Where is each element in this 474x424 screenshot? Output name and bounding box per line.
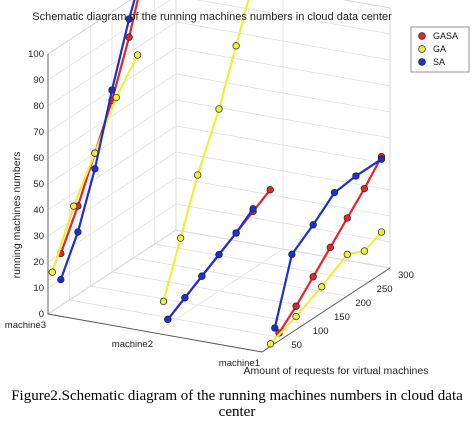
data-point-sa [181,294,189,302]
data-point-sa [330,188,339,197]
chart-3d-line: 0 10 20 30 40 50 60 70 80 90 100 50 100 150 200 250 300 m… [5,0,470,377]
data-point-sa [164,315,172,324]
x-axis-line [261,267,391,353]
data-point-ga [112,93,120,102]
data-point-ga [48,268,56,276]
z-tick-label: 30 [33,231,44,242]
data-point-ga [343,250,351,259]
data-point-sa [309,221,317,229]
data-point-ga [159,297,168,306]
data-point-sa [271,324,279,332]
series-line-sa-machine1 [273,158,383,329]
data-point-ga [232,42,240,50]
data-point-ga [194,171,202,179]
data-point-sa [91,165,99,173]
data-point-sa [57,275,65,284]
data-point-ga [360,247,369,255]
data-point-gasa [360,184,369,193]
machine-axis-line [47,313,263,353]
data-point-ga [69,202,78,210]
x-tick-label: 100 [313,326,329,337]
machine-tick-label: machine3 [5,320,46,331]
data-point-ga [318,283,326,291]
z-axis-title: running machines numbers [11,152,23,279]
z-tick-label: 40 [33,205,44,216]
data-point-gasa [343,214,351,222]
legend-label-gasa: GASA [433,31,458,41]
machine-tick-label: machine2 [112,339,153,350]
data-point-ga [176,234,185,242]
z-tick-label: 100 [28,49,44,60]
legend-label-sa: SA [433,57,445,67]
data-point-sa [352,172,360,180]
z-gridline-side [342,0,391,9]
series-line-ga-machine1 [269,231,383,345]
machine-gridline-floor [47,229,177,315]
z-tick-label: 60 [33,153,44,164]
series-layer [48,0,386,348]
x-axis-title: Amount of requests for virtual machines [243,365,428,377]
legend-marker-gasa [418,32,426,40]
data-point-ga [133,51,142,59]
figure-caption: Figure2.Schematic diagram of the running… [11,388,463,420]
data-point-sa [232,229,240,237]
z-tick-label: 80 [33,101,44,112]
data-point-sa [215,250,223,259]
data-point-sa [108,86,116,94]
data-point-sa [198,272,206,280]
data-point-sa [74,228,82,236]
x-tick-label: 300 [398,270,414,281]
data-point-sa [288,250,296,259]
data-point-gasa [309,273,317,281]
data-point-ga [266,340,275,348]
chart-title: Schematic diagram of the running machine… [32,11,392,23]
z-tick-label: 0 [39,309,44,320]
x-tick-label: 50 [291,340,302,351]
z-tick-label: 90 [33,75,44,86]
legend-label-ga: GA [433,44,446,54]
data-point-gasa [266,186,274,194]
machine-gridline-floor [154,248,284,334]
grid-layer [46,0,392,353]
data-point-sa [125,15,133,23]
data-point-ga [377,228,386,236]
data-point-sa [377,155,386,163]
legend-marker-sa [418,58,426,66]
data-point-gasa [292,302,300,310]
data-point-ga [292,312,300,321]
series-line-sa-machine3 [59,0,136,280]
data-point-ga [215,105,223,113]
x-tick-label: 200 [355,298,371,309]
x-tick-label: 150 [334,312,350,323]
legend-marker-ga [418,45,426,53]
data-point-gasa [125,33,133,41]
machine-tick-label: machine1 [219,358,260,369]
data-point-sa [249,205,257,213]
z-tick-label: 10 [33,283,44,294]
chart-figure: 0 10 20 30 40 50 60 70 80 90 100 50 100 150 200 250 300 m… [5,0,470,420]
z-tick-label: 70 [33,127,44,138]
z-tick-label: 50 [33,179,44,190]
series-line-ga-machine2 [162,0,250,302]
x-tick-label: 250 [377,284,393,295]
data-point-gasa [326,243,334,252]
z-tick-label: 20 [33,257,44,268]
axis-layer: 0 10 20 30 40 50 60 70 80 90 100 50 100 150 200 250 300 m… [5,49,414,369]
series-line-sa-machine2 [166,208,255,321]
